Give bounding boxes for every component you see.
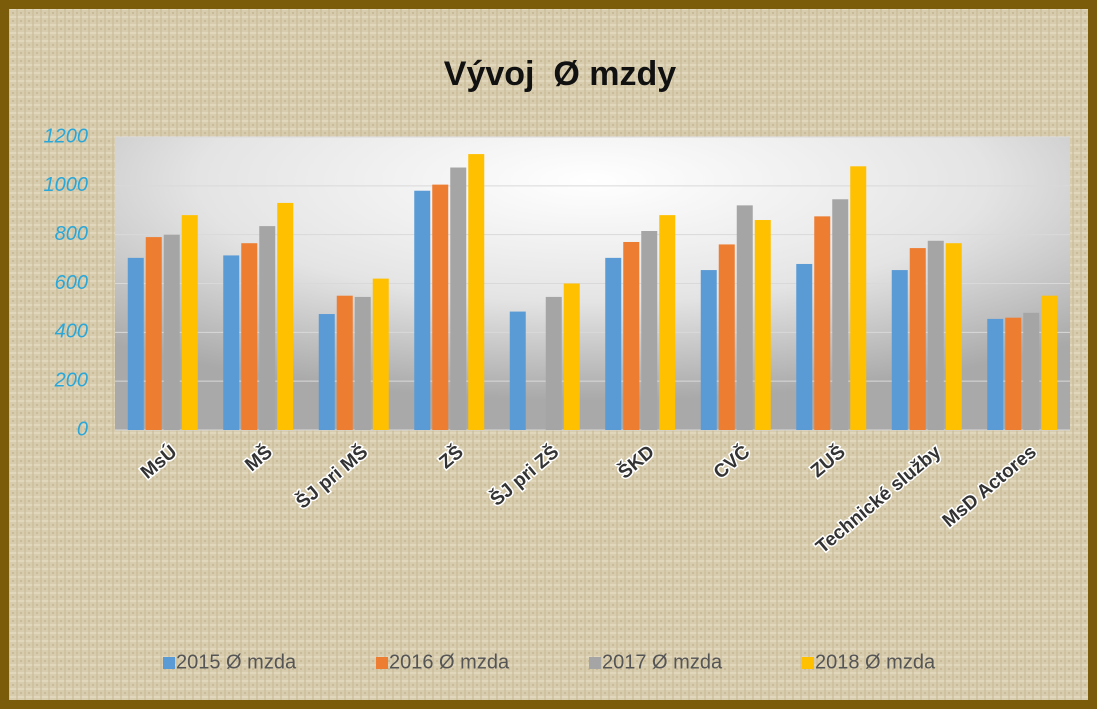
legend-swatch (589, 657, 601, 669)
bar (605, 257, 622, 430)
y-tick-label: 400 (55, 321, 88, 343)
bar (277, 202, 294, 430)
y-tick-label: 1200 (44, 125, 89, 147)
bar (1005, 317, 1022, 430)
bar (545, 296, 562, 430)
legend-swatch (376, 657, 388, 669)
bar (354, 296, 371, 430)
bar (832, 199, 849, 430)
bar (163, 234, 180, 430)
bar (718, 244, 735, 430)
legend-label: 2018 Ø mzda (815, 651, 936, 673)
y-tick-label: 600 (55, 272, 88, 294)
bar (145, 237, 162, 430)
legend-swatch (802, 657, 814, 669)
bar (336, 295, 353, 430)
bar (987, 318, 1004, 430)
bar (659, 215, 676, 430)
bar (318, 314, 335, 430)
bar (432, 184, 449, 430)
bar (414, 190, 431, 430)
y-tick-label: 200 (54, 369, 88, 391)
bar (127, 257, 144, 430)
bar (241, 243, 258, 430)
legend-swatch (163, 657, 175, 669)
bar (891, 270, 908, 430)
bar (850, 166, 867, 431)
bar (223, 255, 240, 430)
legend-label: 2015 Ø mzda (176, 651, 297, 673)
bar (468, 154, 485, 430)
chart-title: Vývoj Ø mzdy (444, 55, 676, 93)
bar (909, 248, 926, 430)
bar (509, 311, 526, 430)
y-tick-label: 1000 (44, 174, 89, 196)
bar (814, 216, 831, 430)
bar (450, 167, 467, 431)
bar (1023, 312, 1040, 430)
bar (641, 231, 658, 430)
bar (1041, 295, 1058, 430)
bar (623, 241, 640, 430)
bar (736, 205, 753, 430)
bar (563, 283, 580, 430)
bar (181, 215, 198, 430)
bar (927, 240, 944, 430)
y-tick-label: 0 (77, 418, 88, 440)
bar (372, 278, 389, 430)
y-tick-label: 800 (55, 223, 88, 245)
bar (700, 270, 717, 430)
legend-label: 2017 Ø mzda (602, 651, 723, 673)
legend-label: 2016 Ø mzda (389, 651, 510, 673)
bar (259, 226, 276, 430)
bar (754, 220, 771, 430)
bar (796, 263, 813, 430)
bar (945, 243, 962, 430)
